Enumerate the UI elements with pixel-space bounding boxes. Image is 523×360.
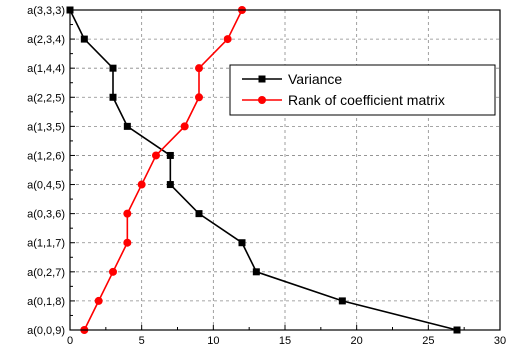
x-axis-ticks: 0 5 10 15 20 25 30	[67, 325, 506, 347]
data-point-variance	[109, 93, 117, 101]
x-tick-label: 30	[494, 335, 506, 347]
data-point-rank	[109, 267, 117, 276]
data-point-rank	[223, 35, 232, 44]
data-point-rank	[123, 238, 132, 247]
data-point-rank	[123, 209, 132, 218]
y-tick-label: a(0,1,8)	[27, 296, 65, 308]
data-point-variance	[109, 64, 117, 72]
data-point-variance	[166, 151, 174, 159]
series-layer	[66, 6, 461, 334]
y-tick-label: a(0,0,9)	[27, 325, 65, 337]
y-tick-label: a(0,4,5)	[27, 180, 65, 192]
y-tick-label: a(1,1,7)	[27, 238, 65, 250]
y-tick-label: a(1,2,6)	[27, 150, 65, 162]
data-point-variance	[252, 268, 260, 276]
y-tick-label: a(2,2,5)	[27, 92, 65, 104]
grid-lines	[70, 10, 500, 330]
data-point-rank	[180, 122, 189, 131]
y-tick-label: a(1,4,4)	[27, 63, 65, 75]
data-point-variance	[338, 297, 346, 305]
data-point-variance	[123, 122, 131, 130]
x-tick-label: 5	[139, 335, 145, 347]
legend-marker-rank	[258, 96, 266, 104]
data-point-rank	[195, 93, 203, 102]
x-tick-label: 15	[279, 335, 291, 347]
data-point-variance	[166, 181, 174, 189]
data-point-rank	[152, 151, 160, 160]
data-point-variance	[238, 239, 246, 247]
y-tick-label: a(3,3,3)	[27, 5, 65, 17]
y-axis-ticks: a(0,0,9) a(0,1,8) a(0,2,7) a(1,1,7) a(0,3,6)…	[27, 5, 75, 337]
y-tick-label: a(0,3,6)	[27, 209, 65, 221]
legend-label-rank: Rank of coefficient matrix	[288, 92, 445, 108]
series-line-rank	[83, 9, 243, 331]
series-line-variance	[69, 9, 458, 331]
data-point-variance	[195, 210, 203, 218]
y-tick-label: a(1,3,5)	[27, 121, 65, 133]
data-point-variance	[80, 35, 88, 43]
data-point-rank	[195, 64, 203, 73]
legend-marker-variance	[258, 75, 266, 83]
legend-label-variance: Variance	[288, 71, 342, 87]
x-tick-label: 20	[351, 335, 363, 347]
data-point-rank	[94, 296, 103, 305]
plot-frame	[69, 9, 501, 331]
legend: Variance Rank of coefficient matrix	[229, 64, 496, 116]
data-point-rank	[137, 180, 146, 189]
legend-box	[229, 64, 496, 116]
y-tick-label: a(2,3,4)	[27, 34, 65, 46]
x-tick-label: 10	[207, 335, 219, 347]
y-tick-label: a(0,2,7)	[27, 267, 65, 279]
x-tick-label: 0	[67, 335, 73, 347]
x-tick-label: 25	[422, 335, 434, 347]
